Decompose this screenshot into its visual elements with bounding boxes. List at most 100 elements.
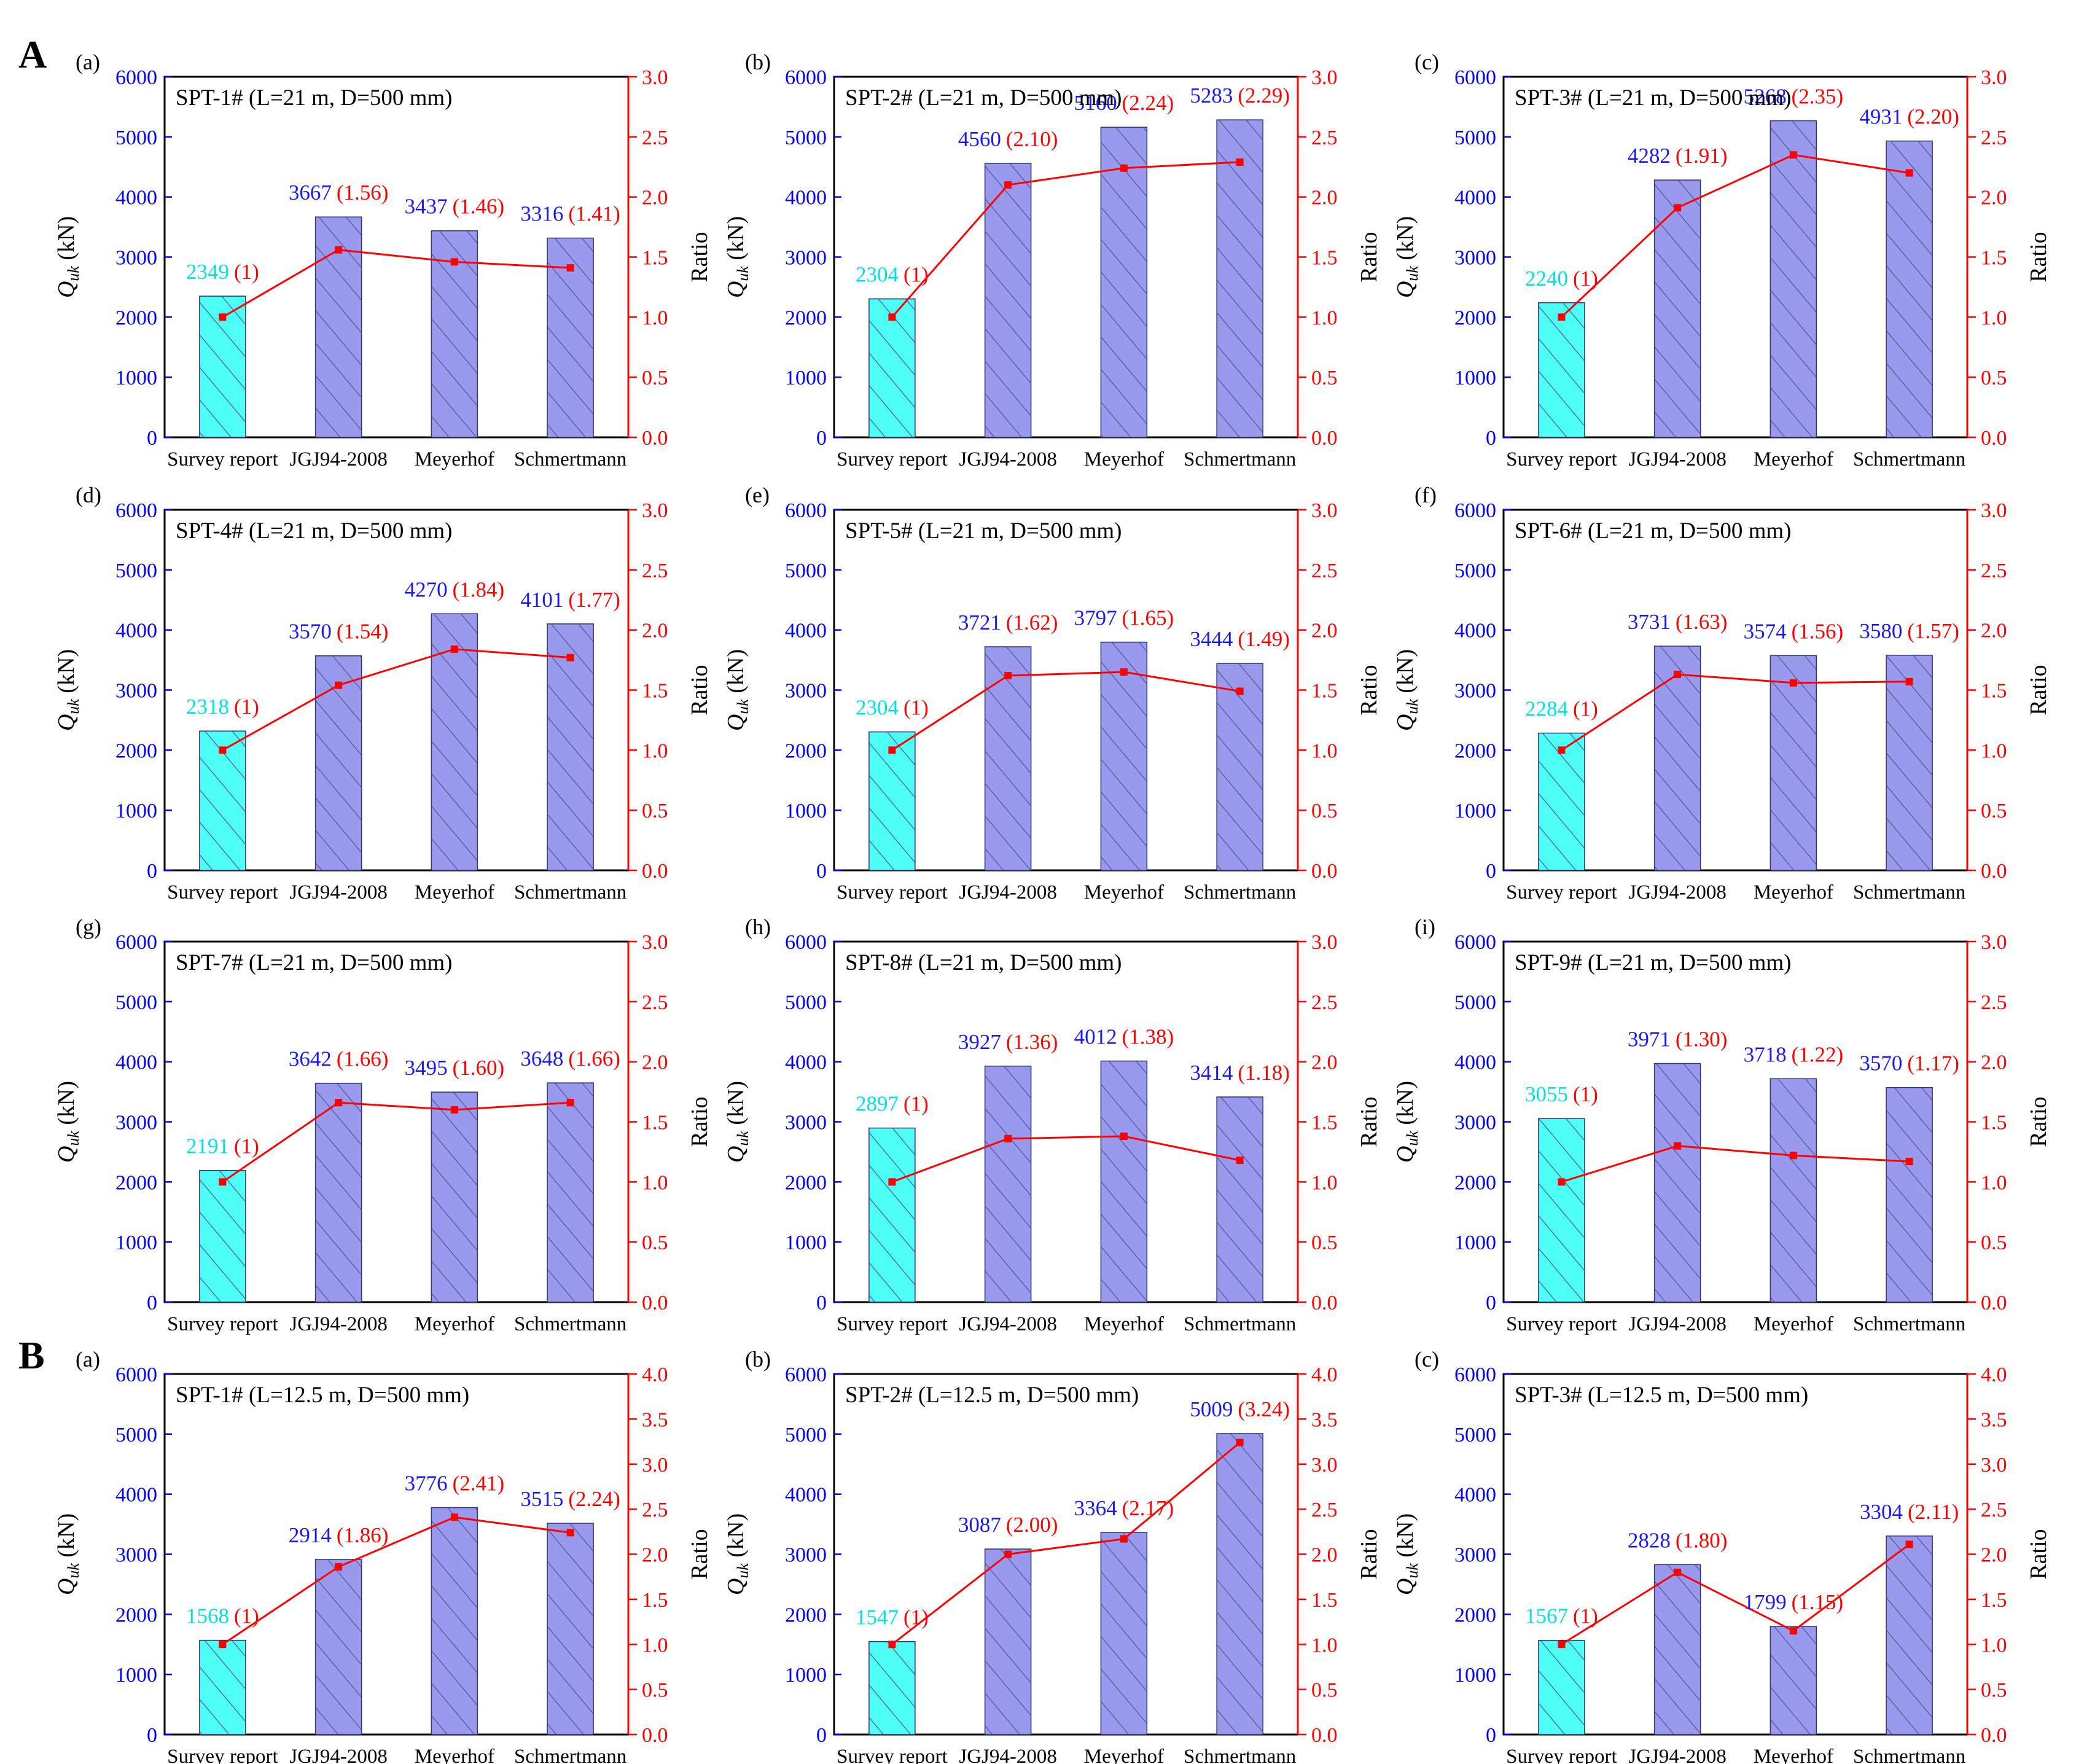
x-tick-label: Schmertmann [514,1746,626,1764]
y-tick-label: 0 [1486,1292,1496,1314]
ratio-point [1558,1178,1566,1186]
y-axis-label: Quk (kN) [723,649,752,731]
y-axis-label-sub: uk [1403,266,1421,281]
data-label-4: 3570 (1.17) [1859,1052,1959,1075]
y2-tick-label: 0.0 [1311,860,1338,883]
ratio-label: (2.29) [1238,84,1290,107]
y2-tick-label: 1.0 [1981,306,2007,329]
y2-tick-label: 1.0 [642,306,668,329]
ratio-point [1674,1142,1682,1150]
y-axis-label-unit: (kN) [1392,216,1418,266]
bar-hatch [547,1083,594,1302]
x-tick-label: JGJ94-2008 [959,448,1057,470]
ratio-label: (1.63) [1676,610,1728,634]
y2-tick-label: 3.5 [1981,1408,2007,1431]
bar-1 [868,1127,916,1303]
x-tick-label: Survey report [1506,881,1617,903]
ratio-label: (1) [1573,1604,1598,1628]
ratio-label: (1) [903,1606,929,1629]
y-tick-label: 2000 [1454,1604,1496,1626]
y2-tick-label: 1.0 [1311,740,1338,762]
y-axis-label-q: Q [53,714,79,731]
x-tick-label: Meyerhof [415,1746,494,1764]
value-label: 3648 [520,1047,563,1071]
ratio-point [1120,668,1128,676]
y-tick-label: 6000 [115,1364,157,1386]
y-axis-label: Quk (kN) [723,1081,752,1163]
value-label: 1567 [1525,1604,1568,1628]
bar-3 [1100,127,1148,438]
data-label-1: 2284 (1) [1525,697,1598,721]
y2-axis-label: Ratio [2026,665,2051,715]
x-tick-label: JGJ94-2008 [959,1746,1057,1764]
value-label: 5268 [1744,85,1787,109]
bar-hatch [1886,1087,1933,1302]
ratio-label: (1.86) [337,1523,389,1547]
bar-1 [868,298,916,438]
ratio-point [1004,1550,1012,1558]
panel-letter: (c) [1415,1347,1439,1372]
y2-tick-label: 0.5 [1981,800,2007,822]
y2-tick-label: 2.5 [642,127,668,149]
y-tick-label: 6000 [785,1364,827,1386]
panel-title: SPT-4# (L=21 m, D=500 mm) [176,518,452,544]
value-label: 4931 [1859,105,1902,129]
ratio-point [450,645,458,653]
value-label: 2897 [856,1092,899,1116]
bar-hatch [1770,120,1817,437]
data-label-2: 3731 (1.63) [1628,610,1728,634]
y2-tick-label: 3.0 [642,931,668,954]
y2-tick-label: 1.5 [642,247,668,270]
ratio-label: (1.49) [1238,627,1290,651]
value-label: 5160 [1074,91,1117,115]
ratio-point [450,258,458,266]
y-tick-label: 6000 [785,499,827,522]
bar-hatch [1217,120,1263,438]
value-label: 2304 [856,263,899,287]
y2-tick-label: 1.0 [1311,1171,1338,1194]
ratio-label: (1.66) [337,1047,389,1071]
data-label-2: 3087 (2.00) [958,1513,1058,1537]
ratio-point [888,313,896,321]
bar-2 [984,163,1032,438]
y-axis-label-q: Q [53,1579,79,1595]
bar-2 [314,1082,362,1303]
data-label-4: 5283 (2.29) [1190,84,1290,107]
data-label-3: 3797 (1.65) [1074,606,1174,630]
data-label-1: 2240 (1) [1525,267,1598,291]
y-axis-label-sub: uk [1403,1563,1421,1579]
y-tick-label: 0 [816,860,827,883]
bar-4 [1886,1087,1933,1303]
ratio-point [1905,1158,1913,1166]
x-tick-label: JGJ94-2008 [289,881,388,903]
panel-title: SPT-3# (L=12.5 m, D=500 mm) [1515,1383,1808,1408]
x-tick-label: Schmertmann [1184,448,1296,470]
ratio-label: (2.35) [1792,85,1844,109]
y2-tick-label: 2.0 [1311,187,1338,209]
ratio-point [219,1178,227,1186]
y2-tick-label: 0.0 [1981,1724,2007,1747]
y2-tick-label: 0.0 [1981,1292,2007,1314]
bar-2 [1653,1063,1701,1303]
y-axis-label-unit: (kN) [53,1081,79,1131]
x-tick-label: Survey report [837,1313,948,1335]
y2-tick-label: 1.0 [1311,1634,1338,1657]
y-tick-label: 3000 [115,1544,157,1567]
x-tick-label: Meyerhof [1754,1746,1833,1764]
panel-letter: (e) [745,483,770,507]
value-label: 3087 [958,1513,1001,1537]
value-label: 4560 [958,127,1001,151]
value-label: 2914 [289,1523,332,1547]
y2-tick-label: 2.0 [642,620,668,642]
ratio-line [222,648,571,751]
y-axis-label-q: Q [1392,714,1418,731]
value-label: 4101 [520,588,563,612]
bar-hatch [547,623,594,870]
y2-tick-label: 3.0 [1311,931,1338,954]
data-label-2: 4560 (2.10) [958,127,1058,151]
y-tick-label: 5000 [1454,560,1496,582]
bar-2 [1653,179,1701,438]
ratio-label: (1.15) [1792,1590,1844,1614]
data-label-3: 3776 (2.41) [405,1472,505,1496]
bar-4 [1216,1096,1263,1303]
